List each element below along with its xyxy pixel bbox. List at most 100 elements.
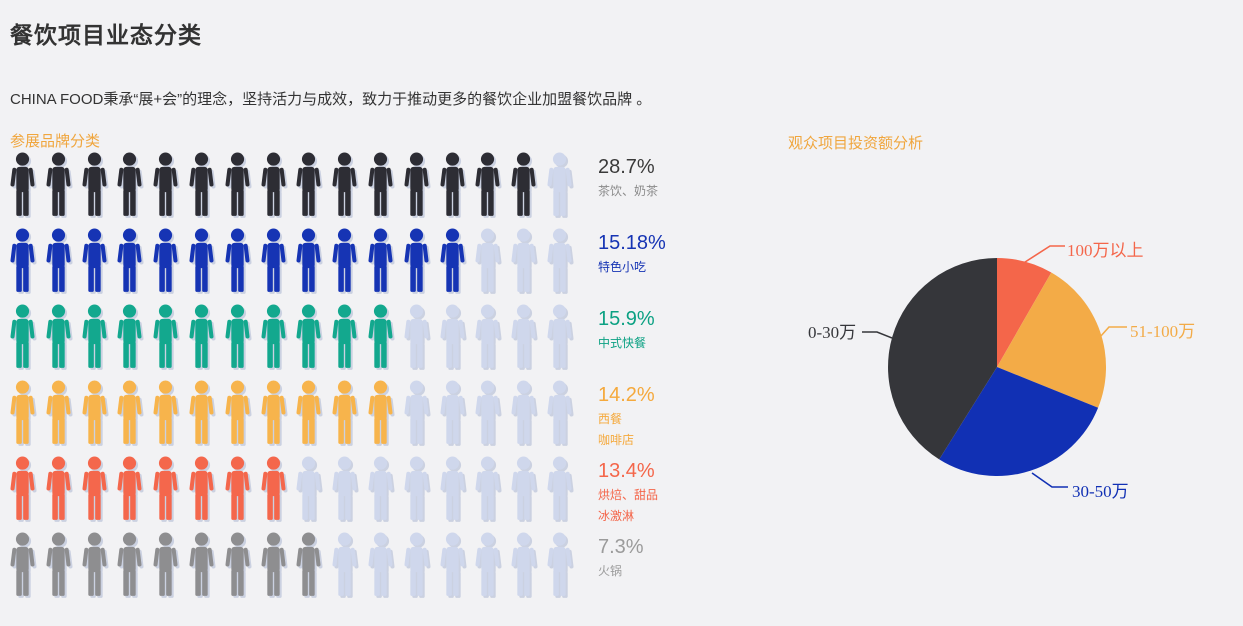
person-icon xyxy=(10,304,35,368)
row-category: 火锅 xyxy=(598,564,623,578)
person-icon xyxy=(511,304,536,368)
person-icon xyxy=(153,304,178,368)
person-icon xyxy=(81,228,107,292)
person-icon xyxy=(225,380,250,444)
pie-callout-line xyxy=(1031,472,1068,488)
page-subtitle: CHINA FOOD秉承“展+会”的理念，坚持活力与成效，致力于推动更多的餐饮企… xyxy=(10,91,652,108)
pictogram-row: 15.9% 中式快餐 xyxy=(8,304,768,380)
row-category: 特色小吃 xyxy=(598,260,647,274)
person-icon xyxy=(46,532,71,596)
row-category: 咖啡店 xyxy=(598,433,635,448)
person-icon xyxy=(475,228,501,292)
person-icon xyxy=(81,380,107,444)
person-icon xyxy=(439,228,465,292)
pictogram-row: 14.2% 西餐咖啡店 xyxy=(8,380,768,456)
pie-label-0-30w: 0-30万 xyxy=(808,323,857,342)
person-icon xyxy=(475,532,501,596)
person-icon xyxy=(547,228,572,292)
person-icon xyxy=(332,228,357,292)
row-category: 西餐 xyxy=(598,412,623,426)
person-icon xyxy=(117,152,143,216)
pictogram-row: 15.18% 特色小吃 xyxy=(8,228,768,304)
person-icon xyxy=(296,532,322,596)
row-category: 冰激淋 xyxy=(598,509,635,524)
person-icon xyxy=(368,532,393,596)
row-category: 茶饮、奶茶 xyxy=(598,184,659,198)
person-icon xyxy=(117,304,143,368)
pictogram-row: 13.4% 烘焙、甜品冰激淋 xyxy=(8,456,768,532)
person-icon xyxy=(153,228,178,292)
person-icon xyxy=(81,152,107,216)
person-icon xyxy=(475,152,501,216)
pie-chart-title: 观众项目投资额分析 xyxy=(788,135,924,152)
person-icon xyxy=(117,456,143,520)
person-icon xyxy=(260,532,286,596)
pie-callout-line xyxy=(862,331,893,339)
person-icon xyxy=(511,532,536,596)
person-icon xyxy=(117,532,143,596)
person-icon xyxy=(511,152,536,216)
person-icon-strip xyxy=(8,380,586,446)
person-icon-strip xyxy=(8,456,586,522)
row-category: 烘焙、甜品 xyxy=(598,488,659,502)
person-icon xyxy=(511,228,536,292)
row-percent: 28.7% xyxy=(598,156,655,178)
person-icon xyxy=(547,304,572,368)
row-percent: 13.4% xyxy=(598,460,655,482)
pie-label-over-100w: 100万以上 xyxy=(1067,241,1144,260)
person-icon-strip xyxy=(8,304,586,370)
person-icon xyxy=(511,380,536,444)
person-icon xyxy=(81,304,107,368)
row-category: 中式快餐 xyxy=(598,336,647,350)
person-icon xyxy=(547,532,572,596)
person-icon xyxy=(296,380,322,444)
person-icon xyxy=(46,228,71,292)
person-icon xyxy=(153,152,178,216)
person-icon-strip xyxy=(8,228,586,294)
person-icon xyxy=(404,304,429,368)
person-icon xyxy=(46,456,71,520)
person-icon-strip xyxy=(8,152,586,218)
person-icon xyxy=(404,456,429,520)
row-label: 28.7% 茶饮、奶茶 xyxy=(598,152,658,200)
person-icon xyxy=(439,152,465,216)
page-title: 餐饮项目业态分类 xyxy=(10,22,202,48)
row-label: 13.4% 烘焙、甜品冰激淋 xyxy=(598,456,658,526)
person-icon xyxy=(332,152,357,216)
person-icon xyxy=(368,152,393,216)
person-icon xyxy=(189,456,214,520)
person-icon xyxy=(547,380,572,444)
person-icon xyxy=(368,304,393,368)
person-icon xyxy=(46,304,71,368)
person-icon xyxy=(81,532,107,596)
person-icon xyxy=(260,304,286,368)
person-icon xyxy=(439,456,465,520)
person-icon xyxy=(547,152,572,216)
person-icon xyxy=(117,228,143,292)
row-percent: 14.2% xyxy=(598,384,655,406)
person-icon xyxy=(189,532,214,596)
person-icon xyxy=(81,456,107,520)
row-percent: 15.9% xyxy=(598,308,655,330)
person-icon xyxy=(46,152,71,216)
pictogram-row: 7.3% 火锅 xyxy=(8,532,768,608)
person-icon xyxy=(189,152,214,216)
person-icon xyxy=(332,532,357,596)
person-icon-strip xyxy=(8,532,586,598)
person-icon xyxy=(225,304,250,368)
person-icon xyxy=(547,456,572,520)
person-icon xyxy=(10,380,35,444)
row-label: 15.18% 特色小吃 xyxy=(598,228,666,276)
person-icon xyxy=(404,380,429,444)
person-icon xyxy=(439,380,465,444)
person-icon xyxy=(296,228,322,292)
person-icon xyxy=(10,456,35,520)
row-label: 14.2% 西餐咖啡店 xyxy=(598,380,655,450)
person-icon xyxy=(475,380,501,444)
pie-label-51-100w: 51-100万 xyxy=(1130,322,1196,341)
person-icon xyxy=(260,152,286,216)
person-icon xyxy=(404,228,429,292)
person-icon xyxy=(260,228,286,292)
person-icon xyxy=(439,532,465,596)
